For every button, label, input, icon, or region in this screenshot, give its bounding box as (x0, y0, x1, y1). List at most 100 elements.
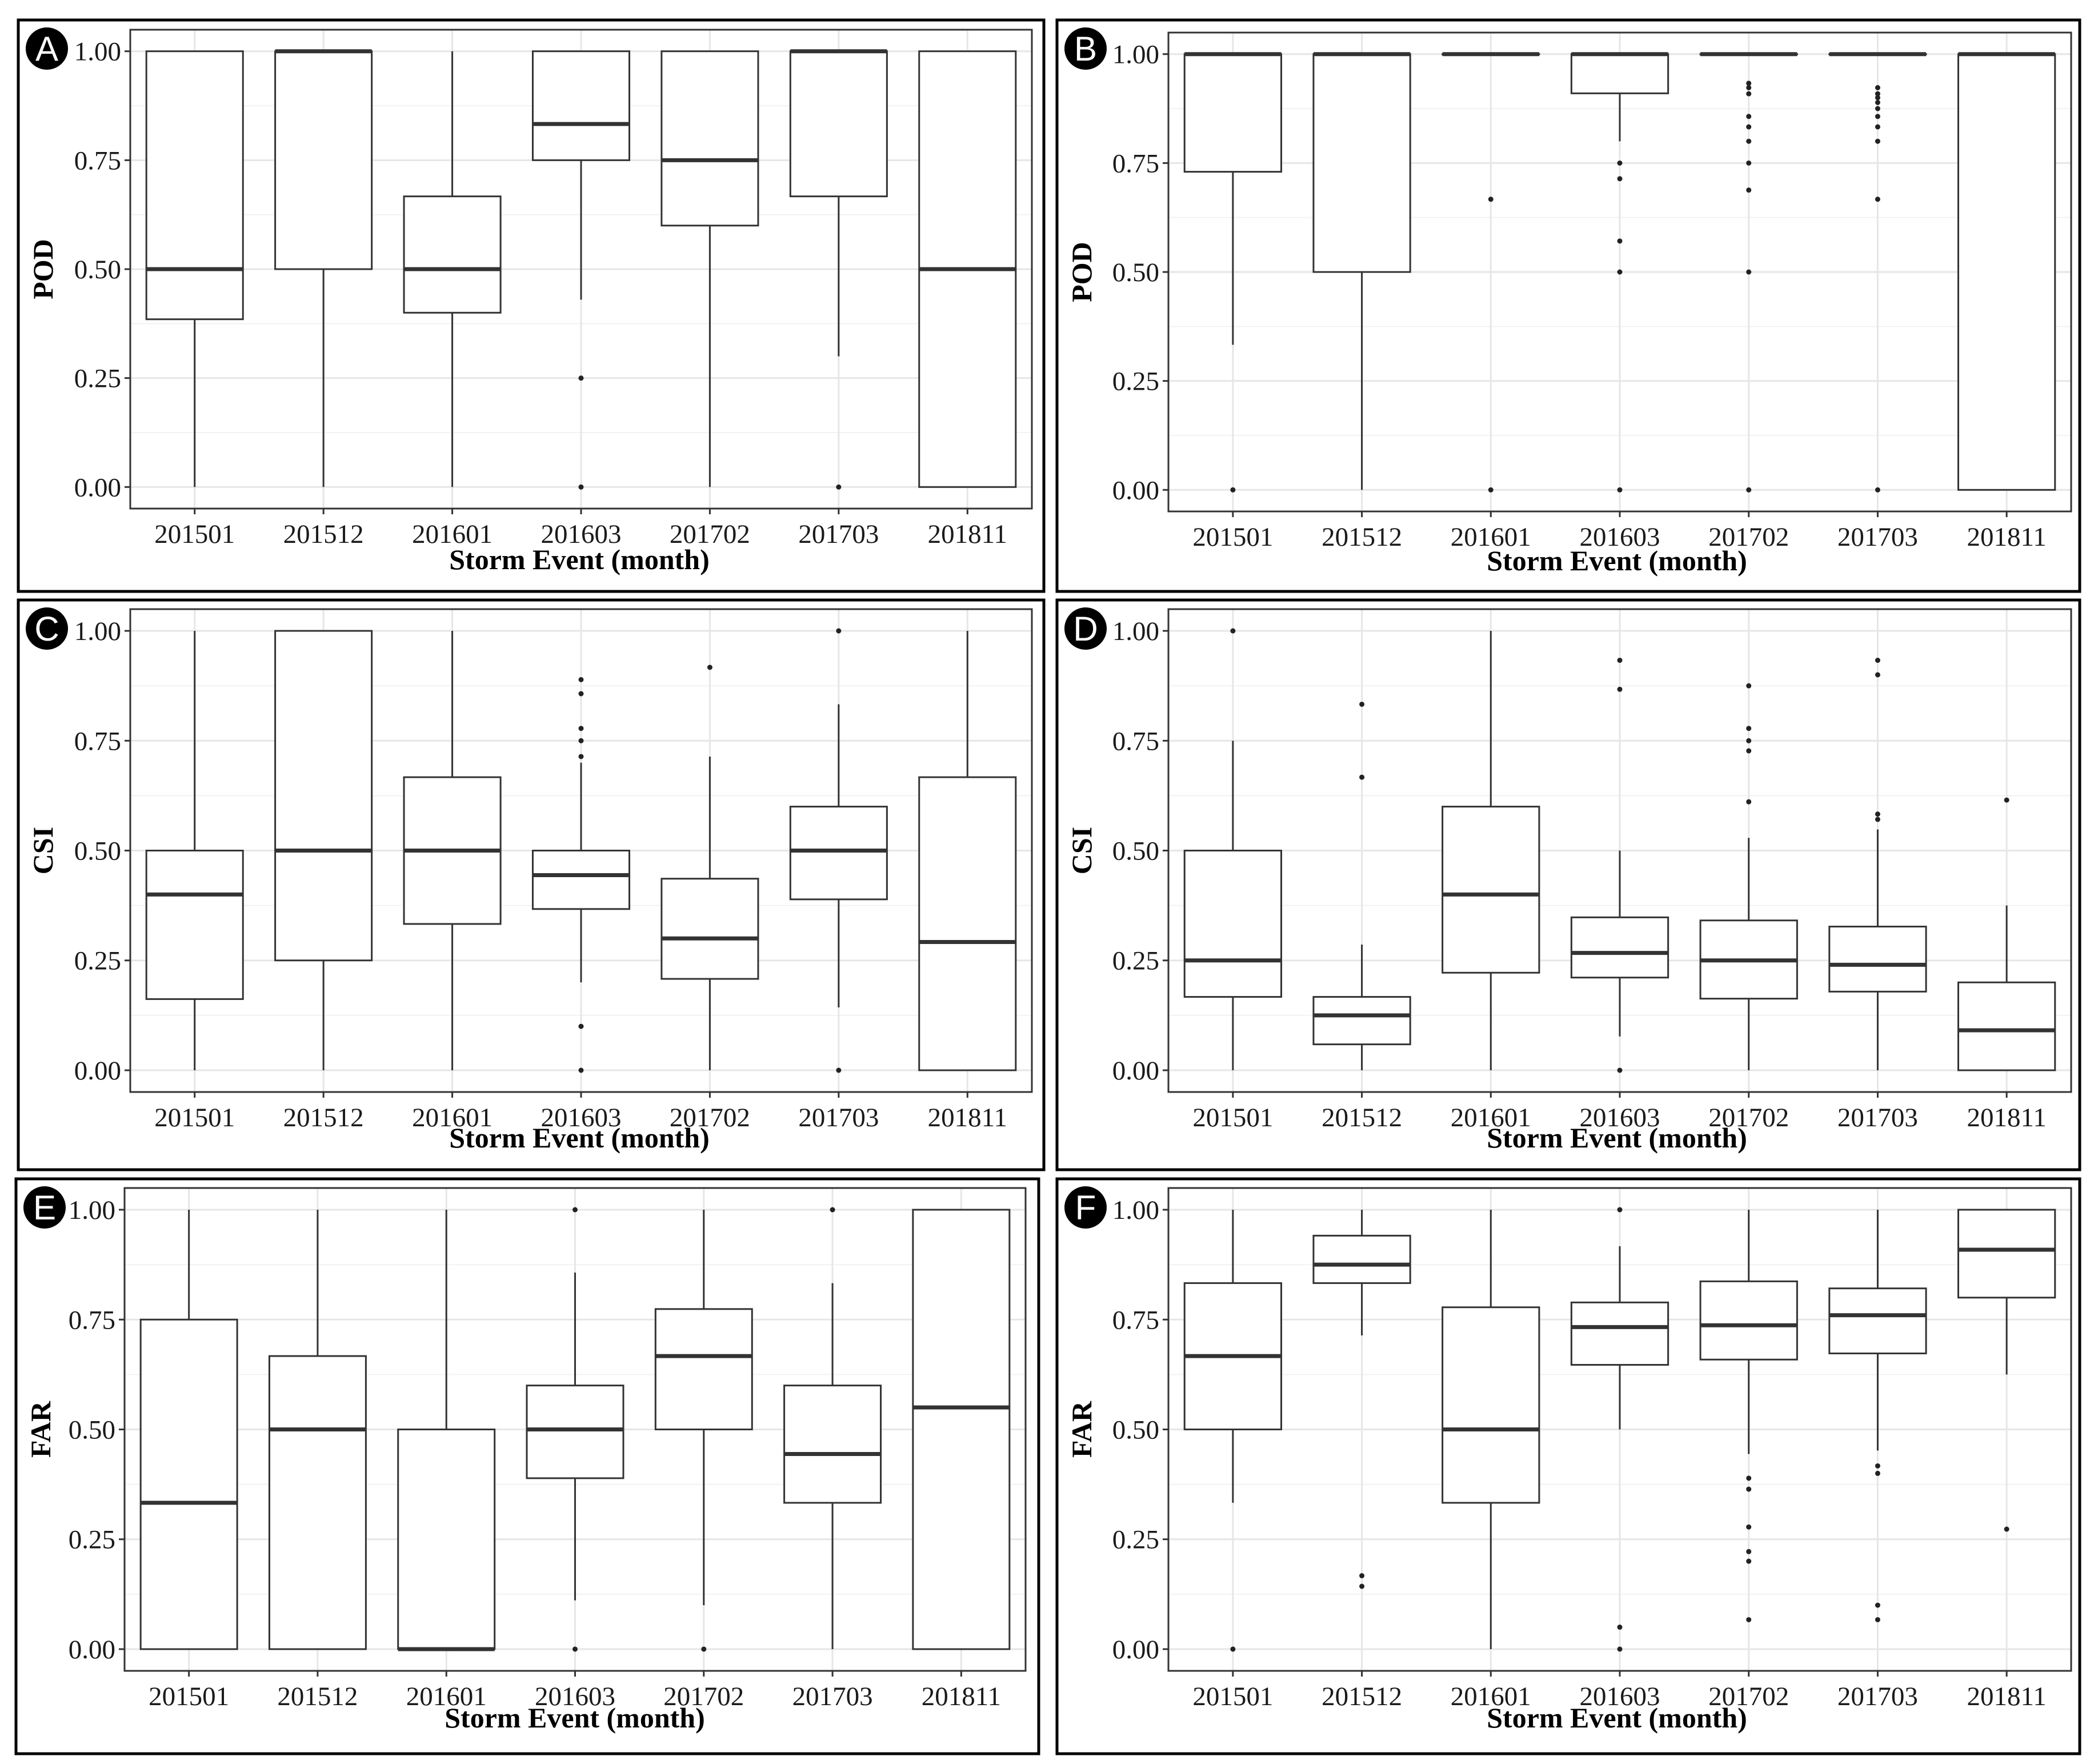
outlier-point (1746, 726, 1752, 731)
outlier-point (1875, 106, 1880, 111)
outlier-point (1488, 487, 1494, 493)
panel-F: 0.00 0.25 0.50 0.75 1.00 201501 201512 201601 20… (1055, 1177, 2081, 1755)
box-body (526, 1385, 624, 1479)
outlier-point (1875, 1470, 1880, 1476)
x-axis-title: Storm Event (month) (449, 543, 710, 575)
box-201501 (1183, 52, 1283, 493)
outlier-point (1617, 269, 1623, 275)
x-tick-label: 201512 (1322, 1682, 1402, 1711)
outlier-point (1617, 686, 1623, 692)
panel-B: 0.00 0.25 0.50 0.75 1.00 201501 201512 201601 20… (1055, 18, 2081, 593)
outlier-point (1746, 187, 1752, 193)
outlier-point (1230, 487, 1236, 493)
outlier-point (1875, 817, 1880, 822)
x-tick-label: 201603 (1580, 522, 1660, 552)
outlier-point (1746, 487, 1752, 493)
box-201512 (274, 630, 373, 1070)
panel-badge (26, 27, 68, 70)
box-201703 (1828, 1210, 1927, 1622)
outlier-point (1617, 1625, 1623, 1630)
outlier-point (1617, 1207, 1623, 1213)
box-201601 (403, 631, 502, 1070)
box-201601 (403, 51, 502, 487)
x-tick-label: 201811 (1967, 522, 2047, 552)
box-201601 (397, 1210, 496, 1651)
y-tick-label: 0.75 (69, 1305, 115, 1335)
x-tick-label: 201512 (283, 1103, 364, 1133)
box-body (660, 878, 759, 980)
outlier-point (1359, 701, 1365, 707)
box-body (1442, 806, 1540, 974)
outlier-point (1875, 138, 1880, 144)
x-tick-label: 201601 (1451, 1682, 1531, 1711)
y-tick-label: 0.25 (1112, 946, 1159, 976)
box-body (139, 1318, 238, 1650)
outlier-point (572, 1207, 578, 1213)
box-body (1570, 53, 1669, 94)
x-tick-label: 201601 (1451, 522, 1531, 552)
box-body (1183, 53, 1283, 173)
outlier-point (1875, 114, 1880, 119)
x-tick-label: 201601 (406, 1682, 487, 1711)
outlier-point (707, 665, 712, 670)
y-tick-label: 0.75 (1112, 1305, 1159, 1335)
box-201702 (654, 1210, 753, 1652)
panel-frame (17, 18, 1046, 593)
y-tick-label: 0.25 (74, 946, 121, 976)
y-tick-label: 0.50 (74, 837, 121, 866)
box-201703 (1828, 52, 1927, 493)
y-tick-label: 1.00 (1112, 617, 1159, 646)
outlier-point (1617, 176, 1623, 182)
box-body (274, 50, 373, 270)
outlier-point (578, 484, 584, 490)
y-tick-label: 1.00 (74, 37, 121, 67)
outlier-point (1875, 1602, 1880, 1608)
x-tick-label: 201702 (1708, 1682, 1789, 1711)
y-tick-label: 0.50 (74, 255, 121, 285)
x-tick-label: 201501 (154, 1103, 235, 1133)
outlier-point (1875, 811, 1880, 817)
outlier-point (1746, 683, 1752, 689)
outlier-point (1746, 799, 1752, 805)
box-201603 (531, 50, 631, 490)
outlier-point (578, 1067, 584, 1073)
outlier-point (1746, 1475, 1752, 1481)
y-tick-label: 1.00 (69, 1195, 115, 1225)
x-tick-label: 201702 (663, 1682, 744, 1711)
box-201601 (1442, 52, 1540, 493)
y-tick-label: 0.50 (1112, 1415, 1159, 1445)
outlier-point (1875, 487, 1880, 493)
box-201603 (1570, 658, 1669, 1073)
outlier-point (1230, 628, 1236, 634)
outlier-point (1875, 1463, 1880, 1469)
y-tick-label: 0.75 (74, 146, 121, 175)
x-tick-label: 201501 (154, 519, 235, 549)
box-body (1312, 996, 1411, 1046)
x-tick-label: 201703 (798, 519, 879, 549)
outlier-point (1746, 124, 1752, 130)
outlier-point (1488, 197, 1494, 202)
y-axis-title: POD (27, 239, 59, 299)
box-201702 (1699, 1210, 1798, 1622)
box-201811 (918, 50, 1017, 488)
outlier-point (1875, 91, 1880, 97)
box-body (789, 806, 888, 901)
box-201702 (1699, 52, 1798, 493)
x-tick-label: 201811 (928, 519, 1007, 549)
x-tick-label: 201603 (535, 1682, 615, 1711)
x-tick-label: 201703 (1837, 1682, 1918, 1711)
box-body (1570, 1301, 1669, 1366)
y-axis-title: CSI (1066, 827, 1098, 874)
box-201811 (1957, 797, 2056, 1071)
panel-letter: F (1075, 1189, 1096, 1227)
x-tick-label: 201501 (149, 1682, 229, 1711)
box-body (1828, 1287, 1927, 1354)
box-body (789, 50, 888, 198)
panel-badge (1064, 27, 1107, 70)
outlier-point (578, 677, 584, 682)
outlier-point (578, 375, 584, 381)
panel-letter: C (34, 610, 59, 648)
box-201702 (660, 665, 759, 1070)
outlier-point (1875, 85, 1880, 90)
box-201501 (139, 1210, 238, 1650)
